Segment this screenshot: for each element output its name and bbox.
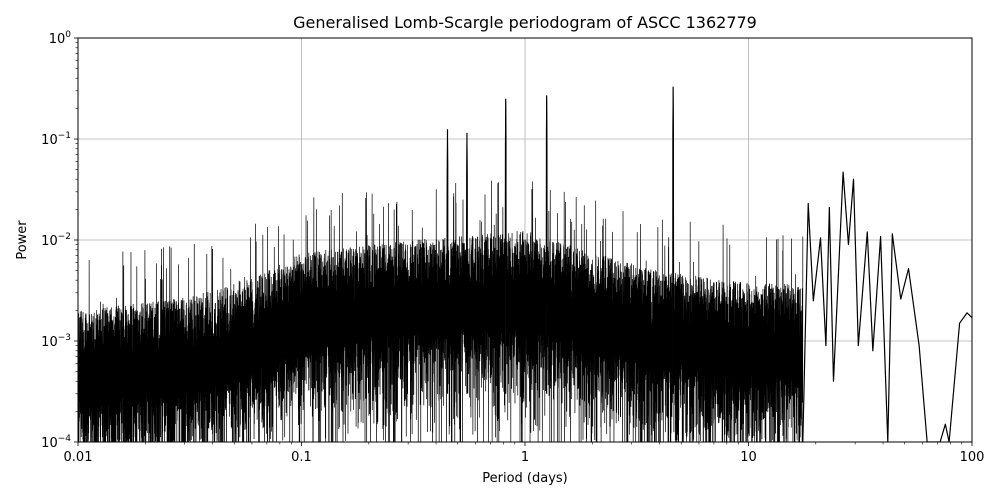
y-tick-label: 10−4 [41, 434, 71, 451]
x-tick-label: 10 [740, 450, 757, 465]
y-axis-label: Power [15, 220, 30, 260]
y-tick-mantissa: 10 [49, 32, 66, 47]
y-tick-mantissa: 10 [41, 133, 58, 148]
chart-title: Generalised Lomb-Scargle periodogram of … [293, 13, 757, 32]
x-tick-label: 100 [960, 450, 985, 465]
y-tick-mantissa: 10 [41, 234, 58, 249]
y-tick-exponent: −1 [58, 131, 71, 141]
periodogram-long-period-line [802, 171, 972, 442]
x-tick-label: 0.01 [64, 450, 93, 465]
y-tick-mantissa: 10 [41, 436, 58, 451]
x-axis-label: Period (days) [482, 471, 568, 486]
y-tick-label: 10−3 [41, 333, 71, 350]
y-tick-exponent: −2 [58, 232, 71, 242]
y-tick-label: 100 [49, 30, 72, 47]
series-group [78, 86, 972, 442]
x-tick-label: 0.1 [291, 450, 312, 465]
y-tick-label: 10−1 [41, 131, 71, 148]
y-tick-exponent: −3 [58, 333, 71, 343]
periodogram-noise-line [78, 90, 804, 442]
y-tick-exponent: −4 [58, 434, 72, 444]
x-tick-label: 1 [521, 450, 529, 465]
y-tick-exponent: 0 [65, 30, 71, 40]
y-tick-label: 10−2 [41, 232, 71, 249]
y-tick-mantissa: 10 [41, 335, 58, 350]
